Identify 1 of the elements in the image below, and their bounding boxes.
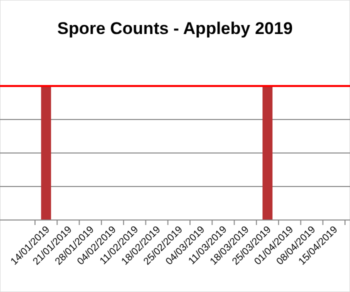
chart-title: Spore Counts - Appleby 2019	[57, 19, 293, 38]
